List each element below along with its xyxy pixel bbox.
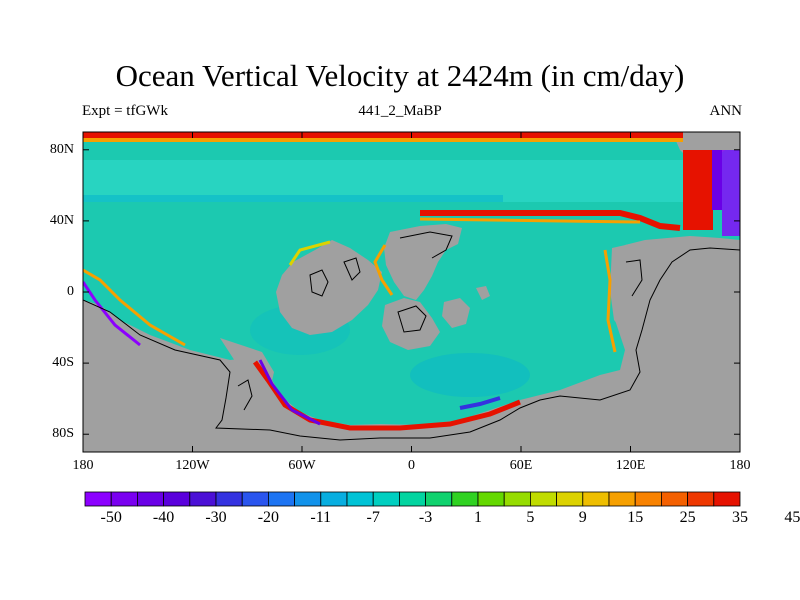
colorbar-label: -11	[310, 509, 332, 526]
colorbar-swatch	[398, 491, 426, 507]
colorbar-swatch	[503, 491, 531, 507]
anomaly-coastline	[603, 249, 617, 353]
colorbar-swatch	[425, 491, 453, 507]
anomaly-coastline	[459, 396, 501, 410]
x-axis-ticks	[82, 132, 741, 452]
anomaly-40n-edge	[419, 217, 641, 224]
land-island	[476, 286, 490, 300]
ocean-band	[83, 195, 503, 202]
colorbar-label: 15	[627, 509, 644, 526]
colorbar-swatch	[241, 491, 269, 507]
time-label: 441_2_MaBP	[358, 103, 442, 119]
coastline	[343, 257, 361, 281]
land-central-south	[382, 298, 440, 350]
anomaly-coastline	[83, 268, 186, 347]
y-tick-label: 80N	[49, 141, 74, 157]
colorbar-swatch	[713, 491, 741, 507]
land-eastern-continent	[610, 244, 650, 330]
x-tick-label: 120W	[175, 458, 210, 473]
ocean-band	[410, 353, 530, 397]
colorbar-swatch	[294, 491, 322, 507]
coastline	[399, 231, 453, 259]
colorbar-swatch	[215, 491, 243, 507]
colorbar-swatch	[110, 491, 138, 507]
colorbar-label: 45	[784, 509, 800, 526]
colorbar-swatch	[189, 491, 217, 507]
coastline	[237, 379, 253, 411]
y-axis-ticks	[83, 149, 740, 435]
season-label: ANN	[709, 103, 743, 119]
colorbar-swatch	[661, 491, 689, 507]
colorbar-swatch	[530, 491, 558, 507]
colorbar-swatch	[582, 491, 610, 507]
anomaly-northeast	[683, 150, 713, 230]
colorbar-swatch	[451, 491, 479, 507]
colorbar-label: 9	[578, 509, 587, 526]
map-area	[83, 132, 740, 452]
land-central-continent	[384, 224, 462, 300]
x-tick-label: 120E	[615, 458, 646, 473]
land-island	[442, 298, 470, 328]
coastline	[625, 259, 643, 297]
boundary-anomalies	[83, 132, 740, 431]
x-tick-label: 180	[729, 458, 751, 473]
colorbar-swatch	[84, 491, 112, 507]
colorbar-swatch	[346, 491, 374, 507]
colorbar-swatch	[163, 491, 191, 507]
anomaly-coastline	[83, 281, 141, 347]
colorbar-swatch	[634, 491, 662, 507]
coastlines	[83, 231, 740, 441]
colorbar-label: 1	[474, 509, 482, 526]
experiment-label: Expt = tfGWk	[82, 103, 168, 119]
colorbar-swatch	[687, 491, 715, 507]
colorbar-label: -3	[418, 509, 433, 526]
y-tick-label: 80S	[52, 426, 74, 442]
colorbar-label: 25	[679, 509, 696, 526]
colorbar	[84, 491, 741, 507]
anomaly-north-rim	[83, 138, 683, 142]
anomaly-coastline	[288, 240, 331, 266]
coastline	[397, 305, 427, 333]
colorbar-swatch	[556, 491, 584, 507]
colorbar-swatch	[477, 491, 505, 507]
colorbar-swatch	[136, 491, 164, 507]
colorbar-label: -20	[257, 509, 280, 526]
colorbar-label: -40	[152, 509, 175, 526]
anomaly-coastline	[373, 244, 394, 296]
anomaly-northeast	[712, 150, 722, 210]
colorbar-swatch	[267, 491, 295, 507]
anomaly-40n-edge	[420, 210, 681, 231]
anomaly-north-rim	[83, 132, 683, 139]
colorbar-label: -30	[205, 509, 227, 526]
colorbar-label: 35	[732, 509, 748, 526]
anomaly-northeast	[722, 150, 740, 236]
x-tick-label: 0	[408, 458, 415, 473]
coastline	[83, 247, 740, 441]
colorbar-label: -50	[100, 509, 122, 526]
colorbar-label: -7	[366, 509, 380, 526]
colorbar-swatch	[372, 491, 400, 507]
x-tick-label: 180	[72, 458, 94, 473]
colorbar-swatch	[608, 491, 636, 507]
x-tick-label: 60W	[288, 458, 316, 473]
y-tick-label: 0	[67, 284, 74, 299]
land-western-continent	[276, 240, 382, 335]
y-tick-label: 40N	[49, 212, 74, 228]
x-tick-label: 60E	[509, 458, 533, 473]
colorbar-label: 5	[526, 509, 535, 526]
colorbar-swatch	[320, 491, 348, 507]
y-tick-label: 40S	[52, 355, 74, 371]
coastline	[309, 269, 329, 297]
map-title: Ocean Vertical Velocity at 2424m (in cm/…	[115, 58, 685, 93]
anomaly-coastline	[258, 359, 321, 426]
